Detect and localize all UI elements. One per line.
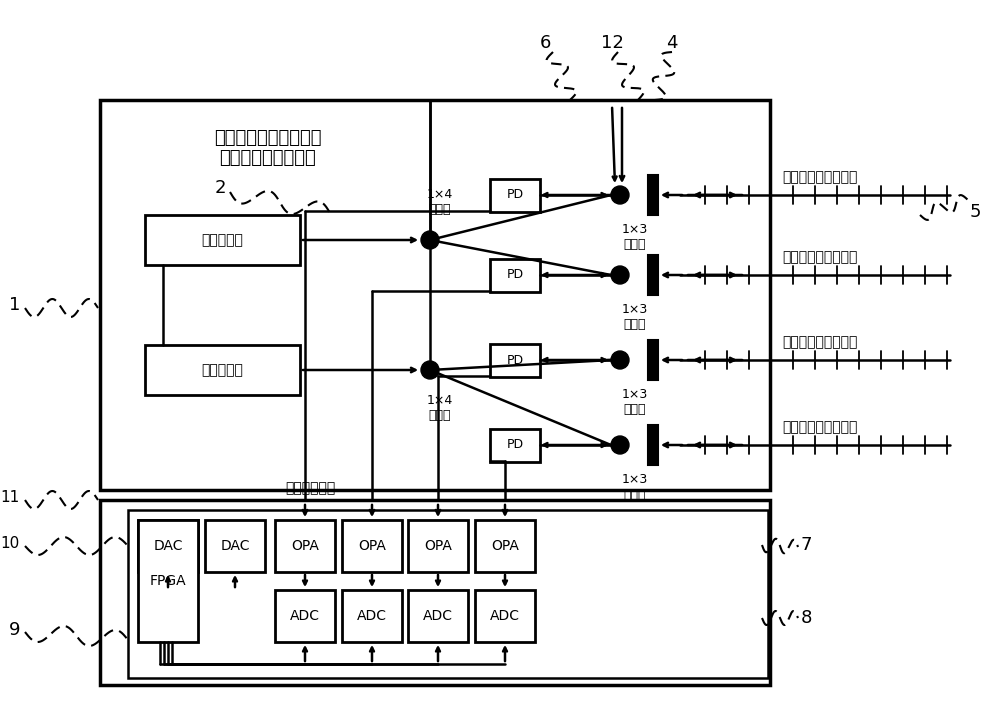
Text: ADC: ADC xyxy=(290,609,320,623)
Bar xyxy=(145,215,300,265)
Bar xyxy=(205,520,265,572)
Text: 12: 12 xyxy=(601,34,623,52)
Bar xyxy=(342,590,402,642)
Bar xyxy=(490,344,540,377)
Text: 1×3
耦合器: 1×3 耦合器 xyxy=(622,223,648,251)
Text: PD: PD xyxy=(506,353,524,366)
Bar xyxy=(648,255,658,295)
Text: 1×3
耦合器: 1×3 耦合器 xyxy=(622,473,648,501)
Text: 光纤光栅传感器阵列: 光纤光栅传感器阵列 xyxy=(782,170,858,184)
Bar xyxy=(490,259,540,292)
Text: 6: 6 xyxy=(539,34,551,52)
Bar xyxy=(490,179,540,212)
Bar xyxy=(100,100,770,490)
Text: 11: 11 xyxy=(0,490,20,505)
Text: 双光源冗余结构的高可
靠光纤光栅解调装置: 双光源冗余结构的高可 靠光纤光栅解调装置 xyxy=(214,129,322,167)
Text: OPA: OPA xyxy=(491,539,519,553)
Bar xyxy=(490,429,540,462)
Text: 2: 2 xyxy=(214,179,226,197)
Circle shape xyxy=(611,436,629,454)
Bar xyxy=(128,510,768,678)
Circle shape xyxy=(611,266,629,284)
Bar xyxy=(138,520,198,572)
Text: 9: 9 xyxy=(9,621,21,639)
Text: PD: PD xyxy=(506,439,524,452)
Bar xyxy=(145,345,300,395)
Text: 1×4
耦合器: 1×4 耦合器 xyxy=(427,394,453,422)
Circle shape xyxy=(421,361,439,379)
Text: 信号处理电路: 信号处理电路 xyxy=(285,481,335,495)
Text: 1×3
耦合器: 1×3 耦合器 xyxy=(622,303,648,331)
Bar xyxy=(138,520,198,642)
Text: ADC: ADC xyxy=(490,609,520,623)
Bar xyxy=(475,590,535,642)
Circle shape xyxy=(421,231,439,249)
Text: ADC: ADC xyxy=(357,609,387,623)
Text: DAC: DAC xyxy=(153,539,183,553)
Text: FPGA: FPGA xyxy=(150,574,186,588)
Text: 可调谐光源: 可调谐光源 xyxy=(202,233,243,247)
Text: 1: 1 xyxy=(9,296,21,314)
Text: 光纤光栅传感器阵列: 光纤光栅传感器阵列 xyxy=(782,335,858,349)
Bar xyxy=(100,500,770,685)
Text: 1×3
耦合器: 1×3 耦合器 xyxy=(622,388,648,416)
Bar xyxy=(408,590,468,642)
Text: 5: 5 xyxy=(969,203,981,221)
Bar xyxy=(648,425,658,465)
Text: 8: 8 xyxy=(800,609,812,627)
Bar xyxy=(408,520,468,572)
Text: 10: 10 xyxy=(0,536,20,551)
Bar xyxy=(342,520,402,572)
Bar xyxy=(648,340,658,380)
Text: 7: 7 xyxy=(800,536,812,554)
Text: DAC: DAC xyxy=(220,539,250,553)
Bar xyxy=(475,520,535,572)
Text: 可调谐光源: 可调谐光源 xyxy=(202,363,243,377)
Text: PD: PD xyxy=(506,269,524,281)
Circle shape xyxy=(611,186,629,204)
Text: OPA: OPA xyxy=(358,539,386,553)
Bar xyxy=(648,175,658,215)
Text: 光纤光栅传感器阵列: 光纤光栅传感器阵列 xyxy=(782,250,858,264)
Text: 4: 4 xyxy=(666,34,678,52)
Text: 光纤光栅传感器阵列: 光纤光栅传感器阵列 xyxy=(782,420,858,434)
Text: OPA: OPA xyxy=(291,539,319,553)
Text: ADC: ADC xyxy=(423,609,453,623)
Text: PD: PD xyxy=(506,189,524,202)
Bar xyxy=(275,520,335,572)
Circle shape xyxy=(611,351,629,369)
Text: OPA: OPA xyxy=(424,539,452,553)
Text: 1×4
耦合器: 1×4 耦合器 xyxy=(427,188,453,216)
Bar xyxy=(275,590,335,642)
